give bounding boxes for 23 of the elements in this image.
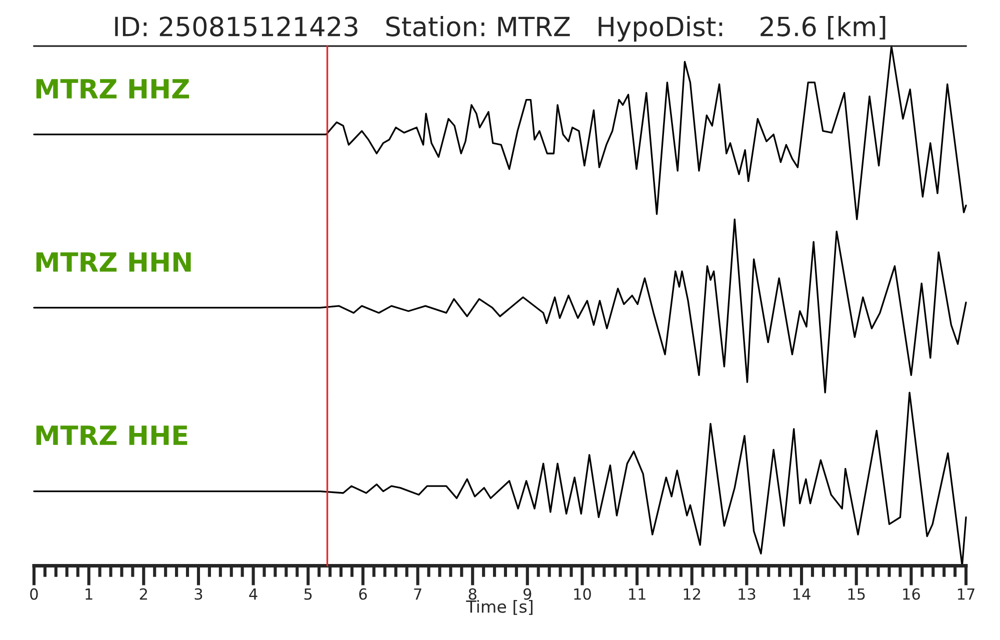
x-tick-label: 16 [903,588,920,600]
x-tick-label: 11 [629,588,646,600]
x-axis-title: Time [s] [466,600,532,615]
x-tick-label: 1 [86,588,92,600]
series-label: MTRZ HHE [36,426,188,445]
series-label: MTRZ HHZ [36,79,190,98]
chart-title: ID: 250815121423 Station: MTRZ HypoDist: 25.6 [km] [115,16,886,42]
x-tick-label: 10 [574,588,591,600]
x-tick-label: 5 [304,588,312,600]
x-tick-label: 6 [359,588,367,600]
x-tick-label: 13 [738,588,756,600]
x-tick-label: 3 [194,588,202,600]
x-tick-label: 0 [30,588,38,600]
x-tick-label: 12 [684,588,700,600]
x-tick-label: 4 [249,588,258,600]
x-tick-label: 14 [793,588,810,600]
x-tick-label: 15 [848,588,865,600]
x-tick-label: 7 [414,588,422,600]
x-tick-label: 9 [524,588,532,600]
x-tick-label: 8 [468,588,476,600]
x-tick-label: 17 [958,588,974,600]
x-tick-label: 2 [140,588,147,600]
series-label: MTRZ HHN [36,252,191,272]
